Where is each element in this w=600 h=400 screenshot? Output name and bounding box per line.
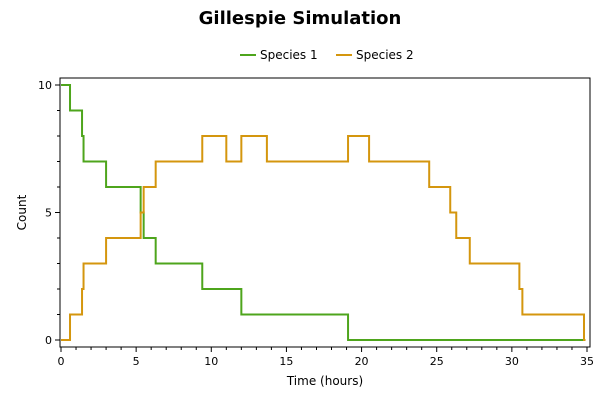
x-tick-label: 35 <box>580 355 594 368</box>
legend-swatch-species-2 <box>336 53 352 56</box>
x-tick-label: 25 <box>430 355 444 368</box>
x-tick-label: 30 <box>505 355 519 368</box>
x-axis-title: Time (hours) <box>286 374 363 388</box>
chart-title: Gillespie Simulation <box>198 8 402 29</box>
x-tick-label: 0 <box>58 355 65 368</box>
x-tick-label: 15 <box>279 355 293 368</box>
legend-item-species-2: Species 2 <box>336 48 414 62</box>
legend-swatch-species-1 <box>240 53 256 56</box>
legend-label-species-1: Species 1 <box>260 48 318 62</box>
legend: Species 1 Species 2 <box>0 48 600 66</box>
legend-item-species-1: Species 1 <box>240 48 318 62</box>
series-line-species-2 <box>61 135 586 341</box>
y-tick-label: 5 <box>45 207 52 220</box>
y-tick-label: 10 <box>38 79 52 92</box>
x-tick-label: 5 <box>133 355 140 368</box>
x-tick-label: 20 <box>355 355 369 368</box>
x-tick-label: 10 <box>204 355 218 368</box>
legend-label-species-2: Species 2 <box>356 48 414 62</box>
y-axis-title: Count <box>15 194 29 230</box>
plot-frame <box>59 77 591 348</box>
y-tick-label: 0 <box>45 334 52 347</box>
